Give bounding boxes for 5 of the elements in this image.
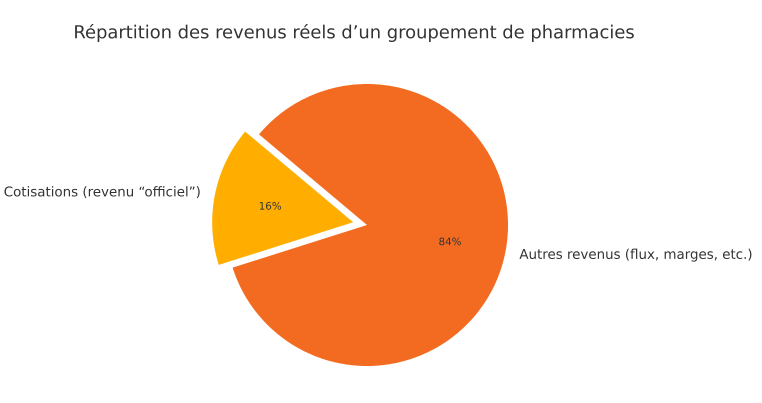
slice-label: Cotisations (revenu “officiel”) bbox=[4, 186, 200, 198]
data-label: 84% bbox=[439, 238, 461, 246]
data-label: 16% bbox=[260, 202, 282, 210]
chart-title: Répartition des revenus réels d’un groupement de pharmacies bbox=[75, 24, 634, 42]
slice-label: Autres revenus (flux, marges, etc.) bbox=[519, 248, 752, 262]
